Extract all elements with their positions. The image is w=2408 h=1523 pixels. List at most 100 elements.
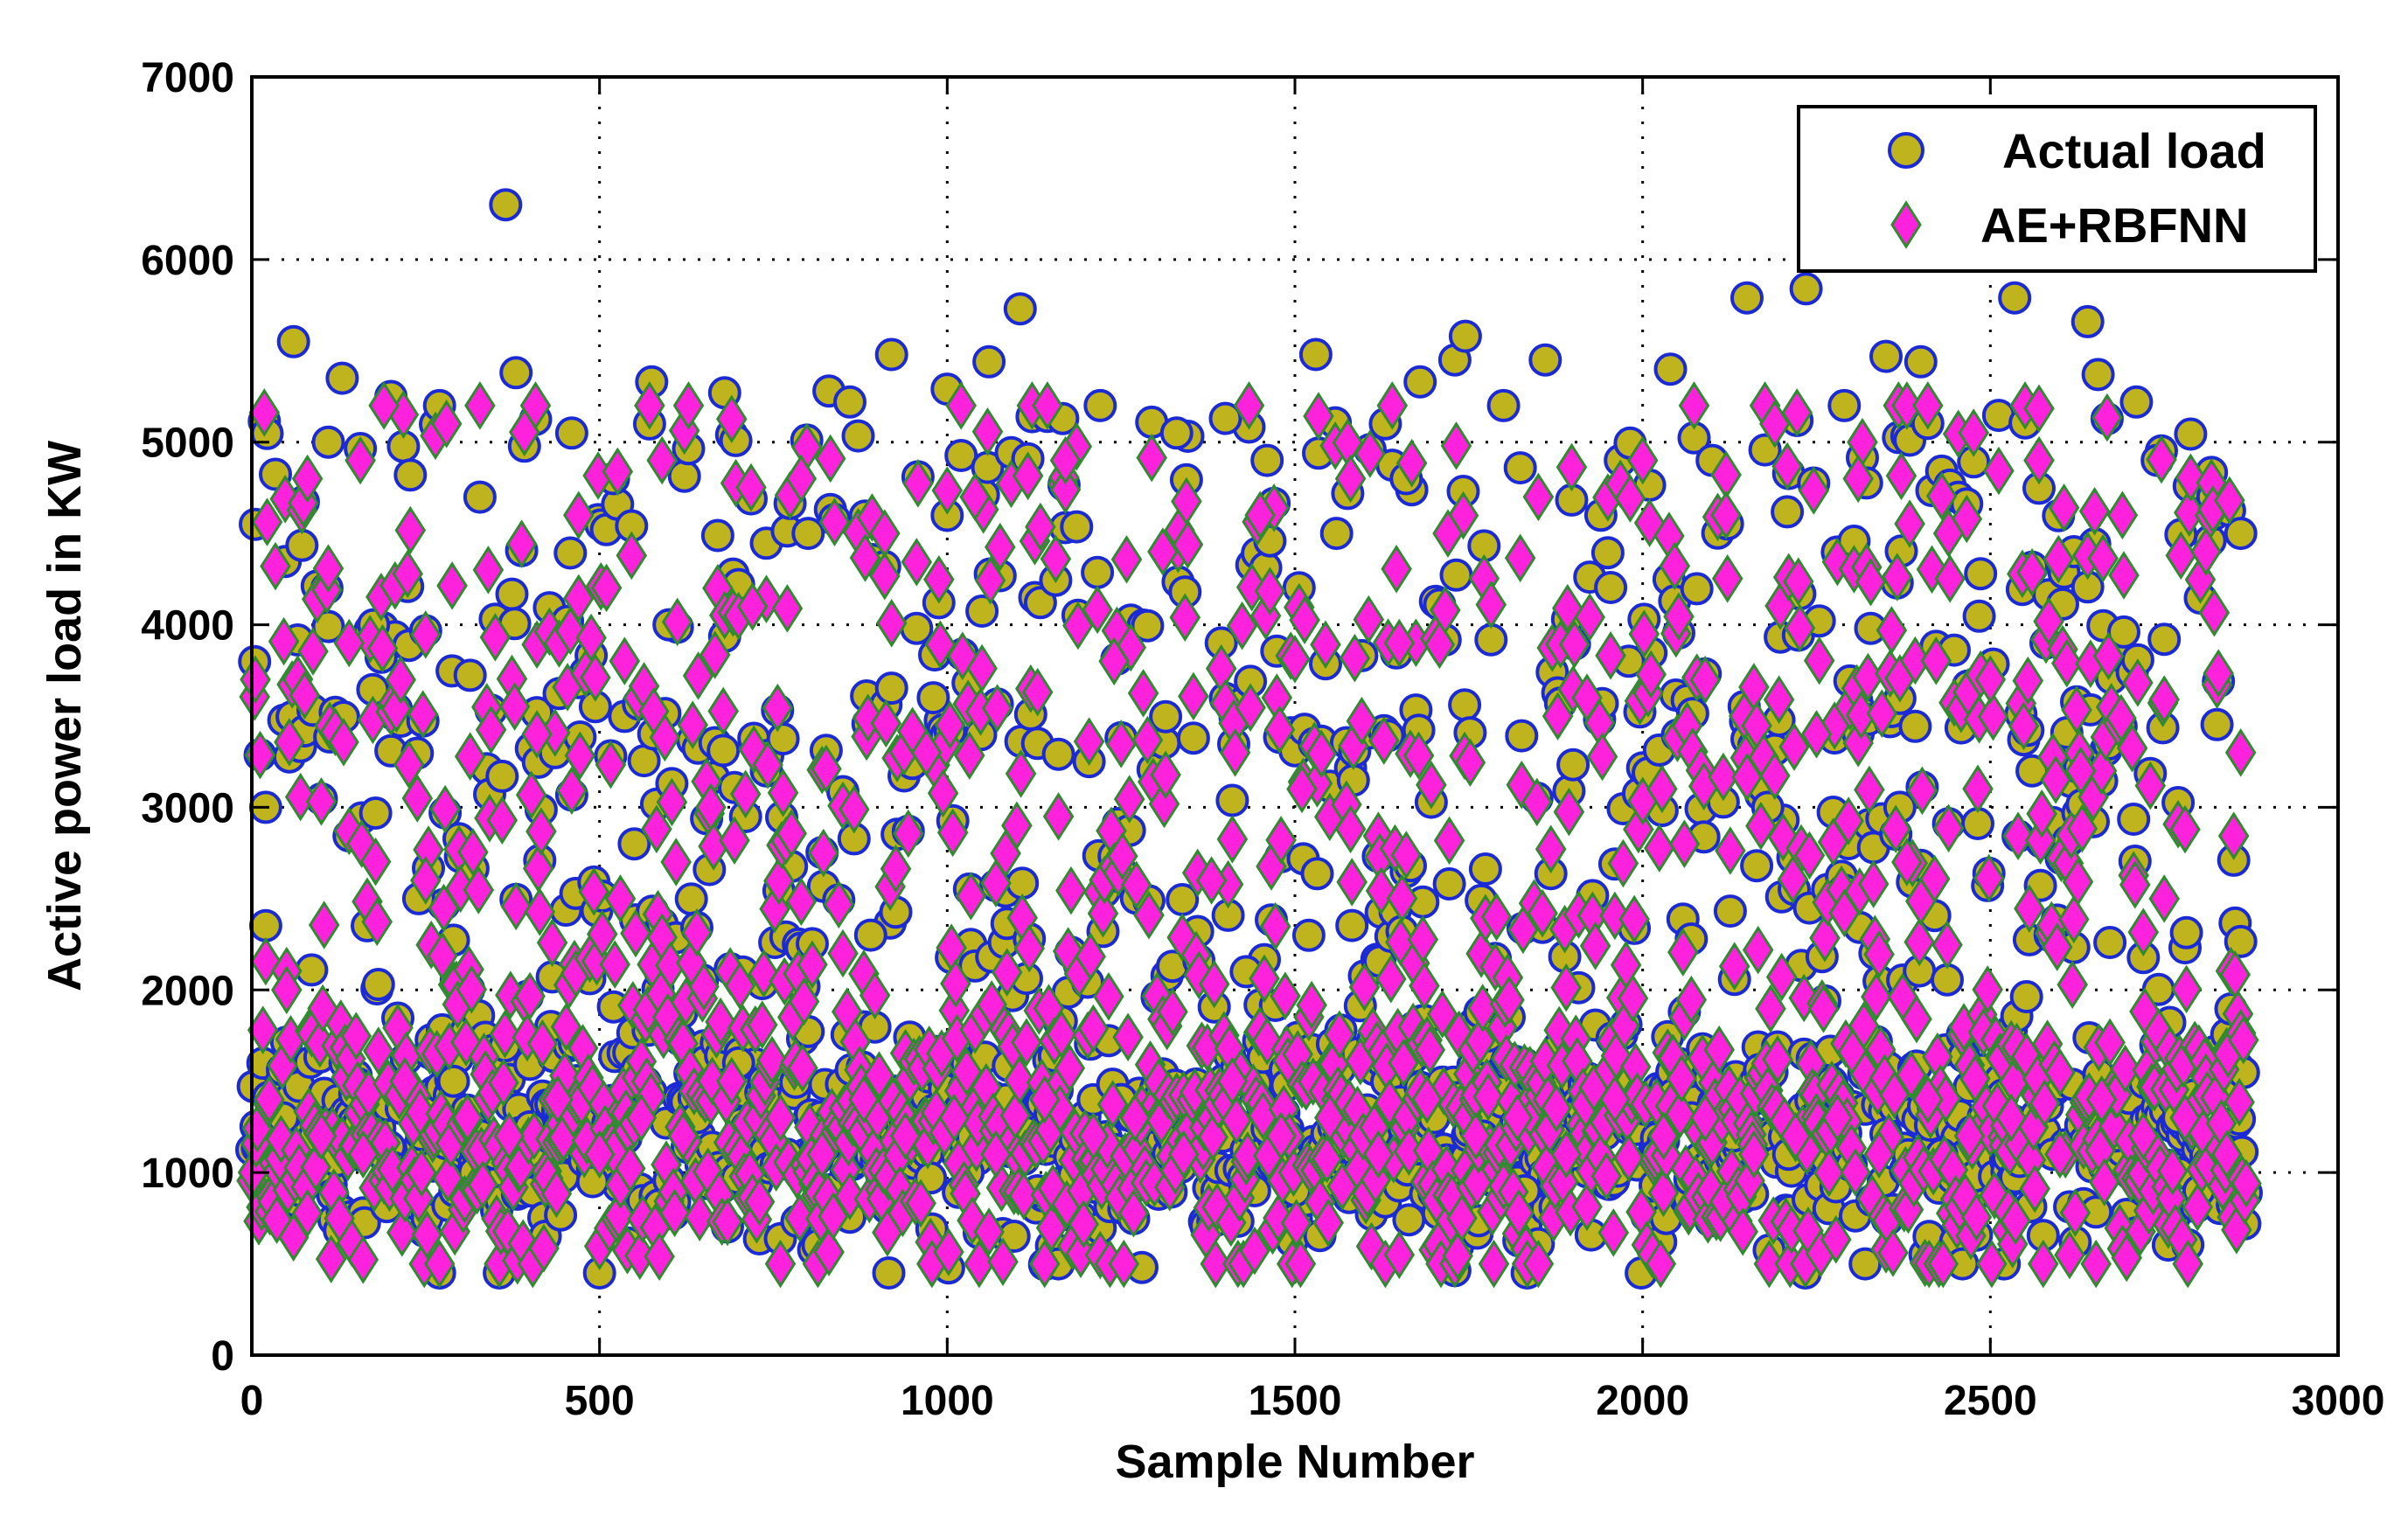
ae-rbfnn-point	[2023, 384, 2055, 434]
ae-rbfnn-point	[1395, 438, 1428, 488]
ae-rbfnn-point	[1599, 1074, 1631, 1124]
ae-rbfnn-point	[2085, 1074, 2118, 1124]
ae-rbfnn-point	[2182, 1182, 2214, 1232]
ae-rbfnn-point	[785, 454, 818, 504]
ae-rbfnn-point	[776, 809, 807, 858]
actual-load-point	[1468, 852, 1502, 886]
ae-rbfnn-point	[1472, 1072, 1504, 1122]
actual-load-point	[2070, 304, 2105, 338]
ae-rbfnn-point	[1550, 1130, 1582, 1179]
ae-rbfnn-point	[1147, 527, 1179, 576]
ae-rbfnn-point	[869, 509, 901, 558]
ae-rbfnn-point	[1820, 1214, 1852, 1264]
ae-rbfnn-point	[289, 671, 321, 720]
ae-rbfnn-point	[1279, 635, 1311, 684]
ae-rbfnn-point	[1270, 971, 1301, 1020]
actual-load-point	[1869, 339, 1903, 373]
ae-rbfnn-point	[1239, 1226, 1270, 1276]
ae-rbfnn-point	[1668, 819, 1701, 868]
ae-rbfnn-point	[366, 623, 399, 673]
ae-rbfnn-point	[423, 1239, 456, 1289]
ae-rbfnn-point	[328, 718, 359, 767]
ae-rbfnn-point	[528, 1223, 560, 1273]
ae-rbfnn-point	[1807, 984, 1840, 1033]
ae-rbfnn-point	[1012, 451, 1044, 501]
ae-rbfnn-point	[268, 616, 300, 666]
ae-rbfnn-point	[2108, 551, 2140, 600]
ae-rbfnn-point	[260, 541, 291, 591]
ae-rbfnn-point	[525, 807, 557, 856]
ae-rbfnn-point	[1866, 689, 1898, 738]
ae-rbfnn-point	[1113, 775, 1145, 824]
ae-rbfnn-point	[2087, 533, 2119, 583]
ae-rbfnn-point	[1200, 1239, 1232, 1289]
ae-rbfnn-point	[1880, 804, 1911, 853]
ae-rbfnn-point	[880, 844, 912, 894]
ae-rbfnn-point	[410, 610, 442, 659]
ae-rbfnn-point	[291, 454, 324, 504]
ae-rbfnn-point	[2109, 1044, 2141, 1094]
ae-rbfnn-point	[954, 731, 985, 780]
actual-load-point	[1215, 783, 1249, 817]
ae-rbfnn-point	[1383, 1230, 1416, 1279]
ae-rbfnn-point	[1586, 732, 1618, 782]
ae-rbfnn-point	[1390, 831, 1423, 880]
ae-rbfnn-point	[340, 1012, 372, 1061]
ae-rbfnn-point	[515, 770, 547, 819]
ae-rbfnn-point	[1375, 954, 1407, 1004]
actual-load-point	[791, 517, 825, 551]
ae-rbfnn-point	[985, 522, 1016, 572]
ae-rbfnn-point	[389, 1056, 421, 1106]
ae-rbfnn-point	[788, 977, 820, 1026]
ae-rbfnn-point	[1073, 717, 1105, 766]
ae-rbfnn-point	[875, 599, 908, 648]
ae-rbfnn-point	[1972, 965, 2003, 1014]
ae-rbfnn-point	[1891, 381, 1923, 430]
ae-rbfnn-point	[1765, 952, 1798, 1002]
ae-rbfnn-point	[1172, 520, 1204, 569]
actual-load-point	[2169, 915, 2203, 949]
actual-load-point	[1041, 737, 1075, 771]
ae-rbfnn-point	[1198, 959, 1230, 1009]
ae-rbfnn-point	[2111, 1233, 2142, 1283]
ae-rbfnn-point	[1607, 838, 1639, 888]
actual-load-point	[1335, 908, 1369, 942]
ae-rbfnn-point	[406, 1148, 437, 1198]
ae-rbfnn-point	[2044, 1047, 2076, 1097]
ae-rbfnn-point	[1755, 984, 1786, 1033]
ae-rbfnn-point	[284, 772, 317, 822]
ae-rbfnn-point	[1553, 787, 1585, 837]
ae-rbfnn-point	[1049, 435, 1082, 485]
ae-rbfnn-point	[1613, 1133, 1645, 1183]
ae-rbfnn-point	[1432, 509, 1464, 558]
ae-rbfnn-point	[514, 971, 546, 1021]
ae-rbfnn-point	[813, 1227, 845, 1276]
actual-load-point	[965, 595, 999, 628]
ae-rbfnn-point	[2148, 675, 2180, 724]
ae-rbfnn-point	[716, 1056, 748, 1106]
ae-rbfnn-point	[808, 828, 839, 878]
actual-load-point	[874, 671, 908, 706]
ae-rbfnn-point	[519, 381, 552, 430]
ae-rbfnn-point	[2051, 638, 2083, 688]
x-tick-label: 3000	[2292, 1378, 2385, 1424]
ae-rbfnn-point	[540, 1169, 573, 1219]
ae-rbfnn-point	[2000, 1196, 2031, 1246]
ae-rbfnn-point	[964, 1239, 995, 1289]
ae-rbfnn-point	[688, 962, 720, 1012]
ae-rbfnn-point	[1708, 752, 1739, 802]
ae-rbfnn-point	[1842, 454, 1874, 504]
ae-rbfnn-point	[271, 965, 303, 1015]
ae-rbfnn-point	[1324, 1010, 1355, 1060]
ae-rbfnn-point	[1903, 917, 1935, 967]
ae-rbfnn-point	[614, 1144, 646, 1193]
actual-load-point	[1176, 721, 1210, 755]
ae-rbfnn-point	[783, 1193, 816, 1242]
ae-rbfnn-point	[602, 447, 634, 497]
ae-rbfnn-point	[1011, 1018, 1042, 1067]
ae-rbfnn-point	[1423, 620, 1456, 670]
ae-rbfnn-point	[974, 556, 1006, 605]
ae-rbfnn-point	[308, 901, 340, 949]
ae-rbfnn-point	[2094, 1018, 2126, 1067]
